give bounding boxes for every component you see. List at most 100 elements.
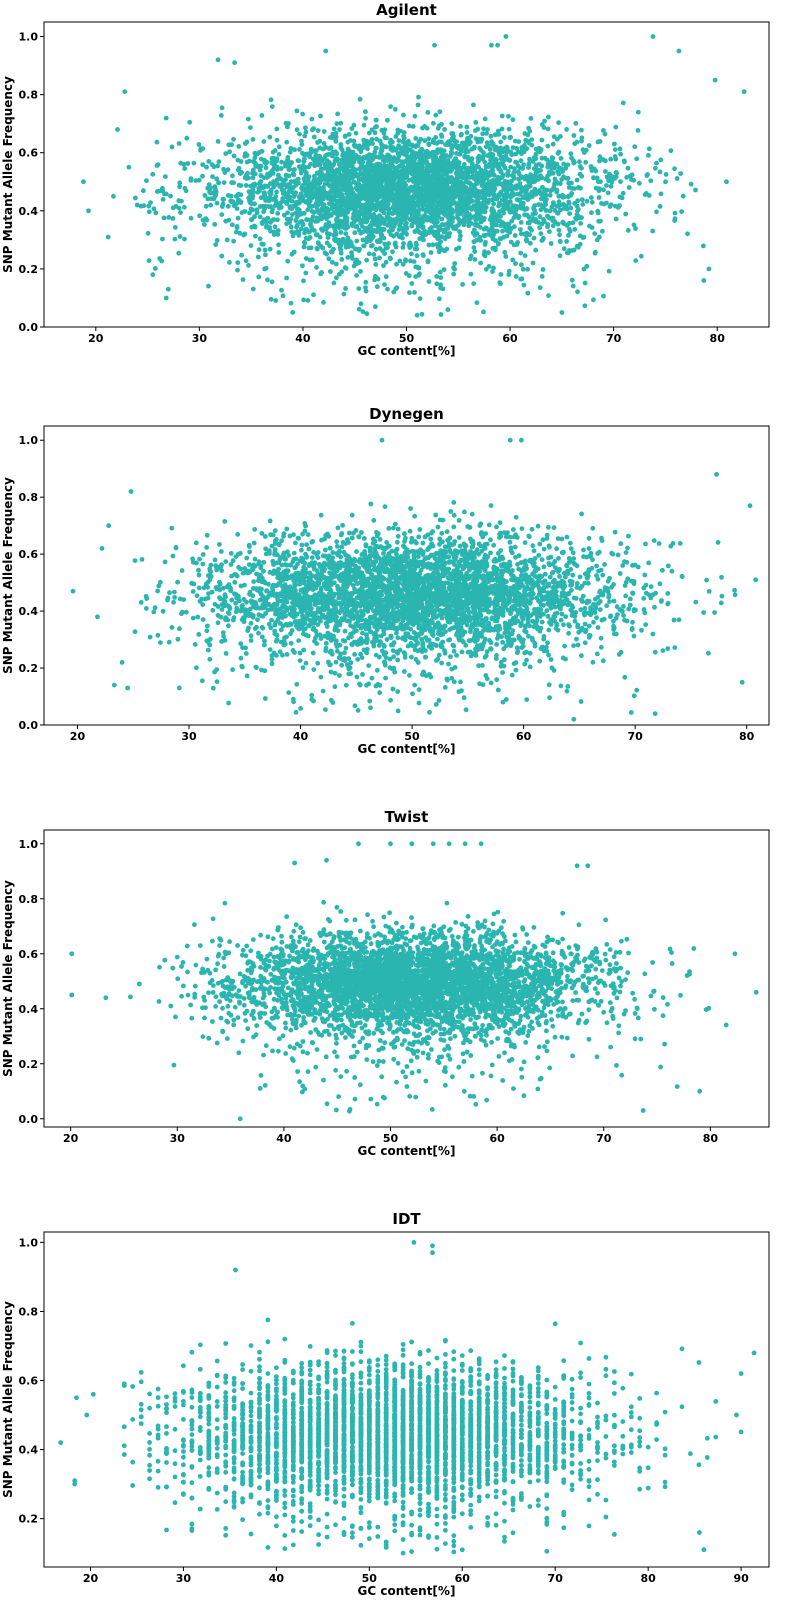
data-point [220, 201, 226, 207]
data-point [351, 142, 357, 148]
data-point [358, 301, 364, 307]
x-tick-label: 40 [295, 332, 311, 345]
data-point [312, 163, 318, 169]
data-point [572, 227, 578, 232]
data-point [397, 145, 403, 151]
data-point [515, 197, 521, 203]
data-point [372, 256, 378, 262]
data-point [229, 222, 235, 228]
data-point [450, 131, 456, 136]
data-point [364, 235, 370, 241]
data-point [654, 209, 659, 215]
data-point [354, 238, 360, 244]
data-point [564, 239, 569, 244]
y-tick-label: 1.0 [19, 31, 39, 44]
data-point [146, 209, 152, 215]
data-point [183, 188, 189, 194]
data-point [504, 233, 510, 239]
data-point [259, 113, 265, 118]
data-point [528, 172, 533, 178]
data-point [327, 163, 333, 169]
data-point [496, 132, 502, 137]
data-point [572, 186, 577, 192]
data-point [343, 286, 348, 291]
data-point [342, 650, 347, 656]
data-point [381, 162, 387, 168]
data-point [276, 250, 282, 255]
data-point [276, 242, 281, 248]
data-point [374, 145, 379, 151]
data-point [591, 619, 596, 625]
data-point [511, 192, 517, 197]
data-point [366, 681, 371, 687]
data-point [482, 194, 488, 200]
data-point [476, 663, 481, 669]
data-point [248, 638, 254, 643]
data-point [410, 124, 416, 129]
data-point [363, 189, 368, 195]
data-point [539, 238, 545, 243]
data-point [246, 263, 251, 268]
data-point [500, 174, 505, 179]
data-point [265, 215, 271, 221]
data-point [126, 164, 132, 170]
data-point [215, 163, 221, 169]
data-point [291, 172, 297, 178]
data-point [336, 169, 342, 175]
data-point [428, 250, 434, 255]
data-point [434, 181, 439, 187]
data-point [376, 203, 382, 209]
data-point [626, 533, 631, 539]
data-point [236, 182, 242, 188]
data-point [406, 273, 412, 279]
data-point [524, 185, 529, 190]
data-point [261, 568, 266, 574]
data-point [554, 189, 560, 195]
data-point [566, 630, 571, 636]
data-point [530, 211, 536, 217]
data-point [283, 199, 289, 205]
data-point [439, 174, 445, 180]
data-point [464, 130, 470, 135]
data-point [398, 218, 403, 224]
data-point [272, 163, 277, 169]
data-point [559, 310, 565, 315]
data-point [346, 193, 351, 199]
data-point [578, 185, 583, 191]
data-point [456, 160, 462, 166]
data-point [525, 290, 531, 296]
data-point [235, 215, 241, 221]
data-point [479, 203, 485, 209]
scatter-series [70, 437, 758, 722]
data-point [175, 579, 181, 585]
data-point [343, 239, 349, 245]
data-point [437, 269, 443, 275]
data-point [285, 258, 291, 264]
data-point [521, 162, 526, 168]
data-point [668, 148, 674, 154]
data-point [328, 249, 334, 255]
data-point [368, 223, 373, 228]
data-point [417, 296, 423, 301]
data-point [354, 257, 359, 263]
data-point [162, 191, 167, 197]
data-point [502, 196, 507, 202]
data-point [301, 176, 307, 181]
data-point [439, 121, 444, 127]
data-point [672, 166, 677, 172]
data-point [556, 171, 562, 177]
data-point [257, 167, 263, 173]
data-point [86, 208, 91, 214]
data-point [308, 161, 313, 167]
data-point [626, 185, 632, 190]
data-point [638, 253, 644, 259]
data-point [644, 173, 650, 178]
data-point [394, 168, 400, 174]
data-point [280, 182, 286, 188]
data-point [289, 160, 295, 165]
data-point [394, 231, 400, 237]
data-point [345, 255, 351, 260]
data-point [420, 125, 425, 131]
data-point [250, 286, 256, 292]
